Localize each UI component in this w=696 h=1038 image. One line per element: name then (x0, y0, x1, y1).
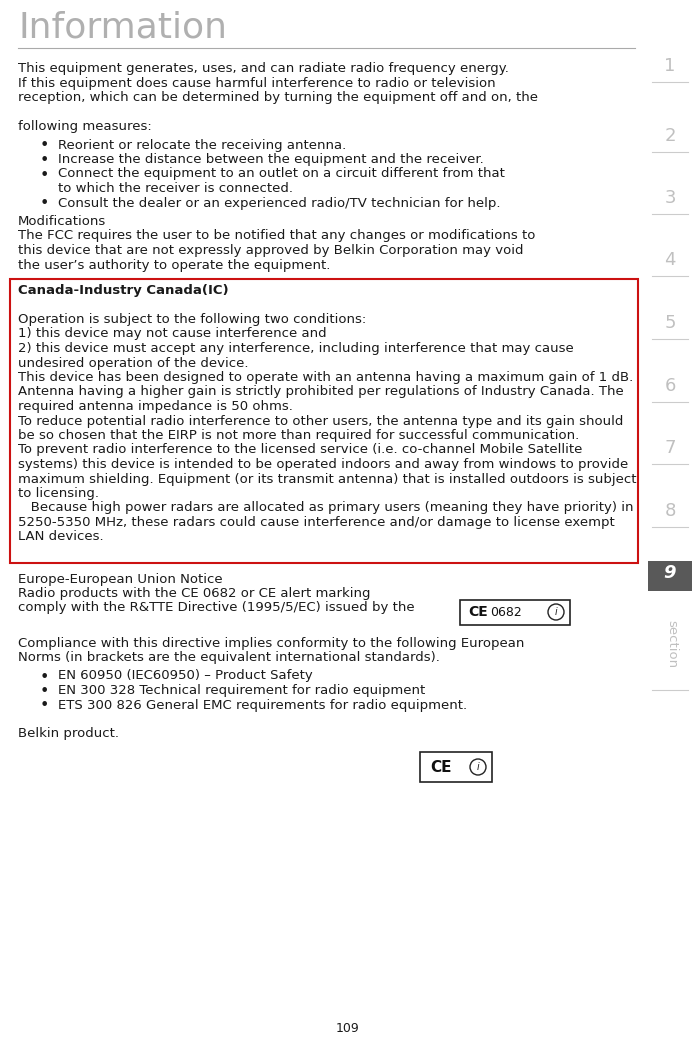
Text: •: • (40, 138, 49, 154)
Text: Connect the equipment to an outlet on a circuit different from that: Connect the equipment to an outlet on a … (58, 167, 505, 181)
Text: Information: Information (18, 10, 227, 44)
Text: Consult the dealer or an experienced radio/TV technician for help.: Consult the dealer or an experienced rad… (58, 196, 500, 210)
Text: •: • (40, 196, 49, 212)
Text: 2: 2 (664, 127, 676, 145)
Text: to licensing.: to licensing. (18, 487, 99, 500)
Text: Antenna having a higher gain is strictly prohibited per regulations of Industry : Antenna having a higher gain is strictly… (18, 385, 624, 399)
Text: 5250-5350 MHz, these radars could cause interference and/or damage to license ex: 5250-5350 MHz, these radars could cause … (18, 516, 615, 529)
Text: 109: 109 (336, 1022, 360, 1035)
Text: to which the receiver is connected.: to which the receiver is connected. (58, 182, 293, 195)
Text: 7: 7 (664, 439, 676, 457)
Text: 5: 5 (664, 315, 676, 332)
Text: undesired operation of the device.: undesired operation of the device. (18, 356, 248, 370)
Text: 1) this device may not cause interference and: 1) this device may not cause interferenc… (18, 328, 326, 340)
Text: 2) this device must accept any interference, including interference that may cau: 2) this device must accept any interfere… (18, 342, 574, 355)
Text: 1: 1 (664, 57, 676, 75)
Text: i: i (555, 607, 557, 617)
Text: CE: CE (430, 760, 452, 774)
Text: •: • (40, 684, 49, 699)
Text: be so chosen that the EIRP is not more than required for successful communicatio: be so chosen that the EIRP is not more t… (18, 429, 579, 442)
Text: 4: 4 (664, 251, 676, 269)
Text: This equipment generates, uses, and can radiate radio frequency energy.: This equipment generates, uses, and can … (18, 62, 509, 75)
Text: required antenna impedance is 50 ohms.: required antenna impedance is 50 ohms. (18, 400, 293, 413)
Text: The FCC requires the user to be notified that any changes or modifications to: The FCC requires the user to be notified… (18, 229, 535, 243)
Text: •: • (40, 670, 49, 684)
Text: EN 60950 (IEC60950) – Product Safety: EN 60950 (IEC60950) – Product Safety (58, 670, 313, 683)
Text: EN 300 328 Technical requirement for radio equipment: EN 300 328 Technical requirement for rad… (58, 684, 425, 696)
Text: the user’s authority to operate the equipment.: the user’s authority to operate the equi… (18, 258, 331, 272)
Text: ETS 300 826 General EMC requirements for radio equipment.: ETS 300 826 General EMC requirements for… (58, 699, 467, 711)
Text: i: i (477, 762, 480, 772)
Text: systems) this device is intended to be operated indoors and away from windows to: systems) this device is intended to be o… (18, 458, 628, 471)
Text: CE: CE (468, 605, 488, 619)
Bar (460, 600, 570, 625)
Text: •: • (40, 153, 49, 168)
Text: Modifications: Modifications (18, 215, 106, 228)
Text: Operation is subject to the following two conditions:: Operation is subject to the following tw… (18, 313, 366, 326)
Text: 3: 3 (664, 189, 676, 207)
Bar (10, 279, 638, 563)
Text: To prevent radio interference to the licensed service (i.e. co-channel Mobile Sa: To prevent radio interference to the lic… (18, 443, 583, 457)
Bar (420, 752, 492, 782)
Text: Increase the distance between the equipment and the receiver.: Increase the distance between the equipm… (58, 153, 484, 166)
Text: comply with the R&TTE Directive (1995/5/EC) issued by the: comply with the R&TTE Directive (1995/5/… (18, 601, 415, 614)
Text: •: • (40, 167, 49, 183)
Text: Norms (in brackets are the equivalent international standards).: Norms (in brackets are the equivalent in… (18, 651, 440, 664)
Text: •: • (40, 699, 49, 713)
Text: If this equipment does cause harmful interference to radio or television: If this equipment does cause harmful int… (18, 77, 496, 89)
Bar (648, 561, 692, 591)
Text: following measures:: following measures: (18, 120, 152, 133)
Text: 0682: 0682 (490, 605, 522, 619)
Text: Belkin product.: Belkin product. (18, 728, 119, 740)
Text: Compliance with this directive implies conformity to the following European: Compliance with this directive implies c… (18, 636, 524, 650)
Text: LAN devices.: LAN devices. (18, 530, 104, 544)
Text: This device has been designed to operate with an antenna having a maximum gain o: This device has been designed to operate… (18, 371, 633, 384)
Text: Europe-European Union Notice: Europe-European Union Notice (18, 573, 223, 585)
Text: this device that are not expressly approved by Belkin Corporation may void: this device that are not expressly appro… (18, 244, 523, 257)
Text: To reduce potential radio interference to other users, the antenna type and its : To reduce potential radio interference t… (18, 414, 624, 428)
Text: Because high power radars are allocated as primary users (meaning they have prio: Because high power radars are allocated … (18, 501, 633, 515)
Text: Reorient or relocate the receiving antenna.: Reorient or relocate the receiving anten… (58, 138, 346, 152)
Text: maximum shielding. Equipment (or its transmit antenna) that is installed outdoor: maximum shielding. Equipment (or its tra… (18, 472, 637, 486)
Text: Canada-Industry Canada(IC): Canada-Industry Canada(IC) (18, 284, 228, 297)
Text: 8: 8 (664, 502, 676, 520)
Text: reception, which can be determined by turning the equipment off and on, the: reception, which can be determined by tu… (18, 91, 538, 104)
Text: 6: 6 (664, 377, 676, 395)
Text: Radio products with the CE 0682 or CE alert marking: Radio products with the CE 0682 or CE al… (18, 588, 370, 600)
Text: 9: 9 (664, 564, 677, 582)
Text: section: section (665, 620, 679, 668)
